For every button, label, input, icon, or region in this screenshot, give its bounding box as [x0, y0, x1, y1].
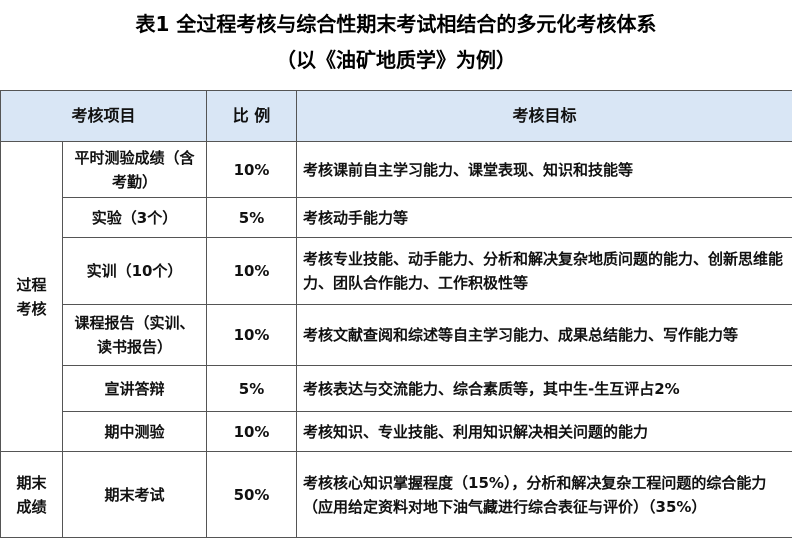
row-item: 期中测验	[61, 411, 208, 452]
row-goal: 考核动手能力等	[296, 197, 792, 238]
header-goal: 考核目标	[296, 90, 792, 142]
header-ratio: 比 例	[206, 90, 298, 142]
table-row: 过程考核 平时测验成绩（含考勤） 10% 考核课前自主学习能力、课堂表现、知识和…	[0, 141, 792, 452]
row-item: 期末考试	[61, 451, 208, 538]
row-goal: 考核课前自主学习能力、课堂表现、知识和技能等	[296, 141, 792, 198]
row-item: 实验（3个）	[61, 197, 208, 238]
row-item: 宣讲答辩	[61, 365, 208, 412]
row-goal: 考核文献查阅和综述等自主学习能力、成果总结能力、写作能力等	[296, 304, 792, 366]
table-row: 课程报告（实训、读书报告） 10% 考核文献查阅和综述等自主学习能力、成果总结能…	[1, 304, 792, 366]
table-row: 期中测验 10% 考核知识、专业技能、利用知识解决相关问题的能力	[1, 411, 792, 452]
row-ratio: 10%	[206, 304, 298, 366]
row-item: 实训（10个）	[61, 237, 208, 305]
table-subtitle: （以《油矿地质学》为例）	[276, 48, 516, 72]
row-ratio: 10%	[206, 141, 298, 198]
table-row: 实验（3个） 5% 考核动手能力等	[1, 197, 792, 238]
assessment-table: 考核项目 比 例 考核目标 过程考核 平时测验成绩（含考勤） 10% 考核课前自…	[0, 90, 792, 538]
table-row: 宣讲答辩 5% 考核表达与交流能力、综合素质等，其中生-生互评占2%	[1, 365, 792, 412]
row-ratio: 5%	[206, 365, 298, 412]
table-row: 实训（10个） 10% 考核专业技能、动手能力、分析和解决复杂地质问题的能力、创…	[1, 237, 792, 305]
table-title: 表1 全过程考核与综合性期末考试相结合的多元化考核体系	[135, 12, 657, 36]
row-ratio: 5%	[206, 197, 298, 238]
row-goal: 考核表达与交流能力、综合素质等，其中生-生互评占2%	[296, 365, 792, 412]
row-item: 课程报告（实训、读书报告）	[61, 304, 208, 366]
row-item: 平时测验成绩（含考勤）	[61, 141, 208, 198]
table-header-row: 考核项目 比 例 考核目标	[0, 90, 792, 142]
row-ratio: 10%	[206, 237, 298, 305]
table-row: 期末成绩 期末考试 50% 考核核心知识掌握程度（15%），分析和解决复杂工程问…	[0, 451, 792, 538]
group-final: 期末成绩	[0, 451, 63, 538]
row-goal: 考核核心知识掌握程度（15%），分析和解决复杂工程问题的综合能力（应用给定资料对…	[296, 451, 792, 538]
row-ratio: 50%	[206, 451, 298, 538]
header-item: 考核项目	[0, 90, 208, 142]
group-process: 过程考核	[0, 141, 63, 452]
row-ratio: 10%	[206, 411, 298, 452]
row-goal: 考核专业技能、动手能力、分析和解决复杂地质问题的能力、创新思维能力、团队合作能力…	[296, 237, 792, 305]
row-goal: 考核知识、专业技能、利用知识解决相关问题的能力	[296, 411, 792, 452]
